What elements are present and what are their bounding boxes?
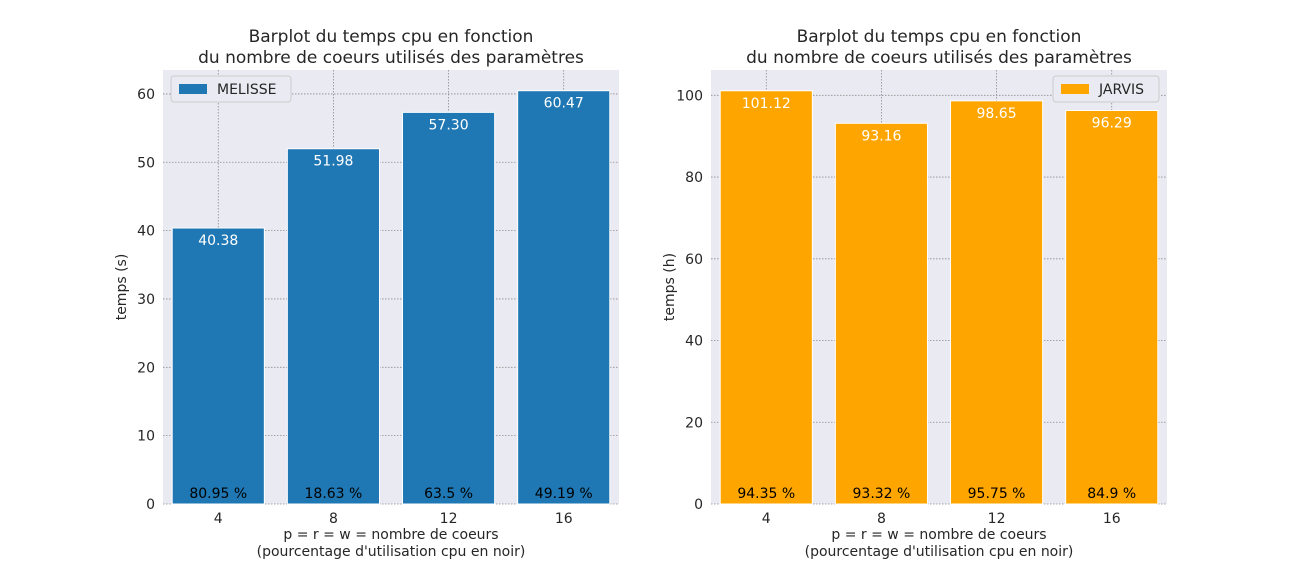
legend: JARVIS [1052, 75, 1160, 103]
x-axis-label-line1: p = r = w = nombre de coeurs [831, 527, 1046, 543]
y-tick-label: 50 [137, 155, 155, 171]
bar-value-label: 93.16 [861, 128, 901, 144]
x-tick-label: 16 [1103, 511, 1121, 527]
bar-value-label: 101.12 [742, 96, 791, 112]
bar-value-label: 51.98 [313, 154, 353, 170]
cpu-percent-label: 63.5 % [424, 486, 473, 502]
y-tick-label: 100 [676, 88, 703, 104]
legend-swatch [179, 84, 207, 94]
chart-2: 0 20 40 60 80 100 4 8 12 16 101.12 94.35 % 93.16 93.3… [662, 27, 1167, 560]
x-tick-label: 4 [762, 511, 771, 527]
bar [517, 90, 611, 505]
y-tick-label: 80 [685, 170, 703, 186]
cpu-percent-label: 95.75 % [968, 486, 1026, 502]
cpu-percent-label: 93.32 % [853, 486, 911, 502]
legend-swatch [1061, 84, 1089, 94]
x-axis-label-line2: (pourcentage d'utilisation cpu en noir) [257, 544, 526, 560]
chart-1: 0 10 20 30 40 50 60 4 8 12 16 40.38 80.95 % 51.98 18.6… [114, 27, 619, 560]
bar [402, 111, 496, 505]
chart-title-line1: Barplot du temps cpu en fonction [249, 27, 534, 47]
y-tick-label: 60 [685, 252, 703, 268]
legend: MELISSE [170, 75, 292, 103]
bar [719, 90, 813, 505]
y-tick-label: 20 [685, 415, 703, 431]
legend-box [1052, 75, 1160, 103]
cpu-percent-label: 94.35 % [737, 486, 795, 502]
bar [171, 227, 265, 505]
y-tick-label: 20 [137, 360, 155, 376]
bar-value-label: 98.65 [977, 106, 1017, 122]
bar-value-label: 40.38 [198, 233, 238, 249]
x-tick-label: 16 [555, 511, 573, 527]
cpu-percent-label: 18.63 % [305, 486, 363, 502]
legend-label: MELISSE [217, 82, 276, 98]
legend-box [170, 75, 292, 103]
y-tick-label: 0 [146, 497, 155, 513]
cpu-percent-label: 80.95 % [189, 486, 247, 502]
y-tick-label: 60 [137, 87, 155, 103]
y-axis-label: temps (h) [662, 253, 678, 321]
chart-title-line1: Barplot du temps cpu en fonction [797, 27, 1082, 47]
bar [950, 100, 1044, 505]
chart-title-line2: du nombre de coeurs utilisés des paramèt… [746, 48, 1132, 68]
y-tick-label: 10 [137, 429, 155, 445]
x-tick-label: 8 [329, 511, 338, 527]
y-tick-label: 40 [137, 224, 155, 240]
y-tick-label: 30 [137, 292, 155, 308]
x-tick-label: 4 [214, 511, 223, 527]
chart-title-line2: du nombre de coeurs utilisés des paramèt… [198, 48, 584, 68]
bar [286, 148, 380, 505]
x-tick-label: 12 [988, 511, 1006, 527]
bar [834, 122, 928, 505]
y-tick-label: 0 [694, 497, 703, 513]
y-tick-label: 40 [685, 334, 703, 350]
cpu-percent-label: 84.9 % [1087, 486, 1136, 502]
x-tick-label: 12 [440, 511, 458, 527]
x-tick-label: 8 [877, 511, 886, 527]
bar-value-label: 60.47 [544, 96, 584, 112]
bar [1065, 109, 1159, 505]
legend-label: JARVIS [1098, 82, 1144, 98]
bar-value-label: 57.30 [429, 117, 469, 133]
cpu-percent-label: 49.19 % [535, 486, 593, 502]
x-axis-label-line2: (pourcentage d'utilisation cpu en noir) [805, 544, 1074, 560]
bar-value-label: 96.29 [1092, 115, 1132, 131]
y-axis-label: temps (s) [114, 254, 130, 321]
x-axis-label-line1: p = r = w = nombre de coeurs [283, 527, 498, 543]
